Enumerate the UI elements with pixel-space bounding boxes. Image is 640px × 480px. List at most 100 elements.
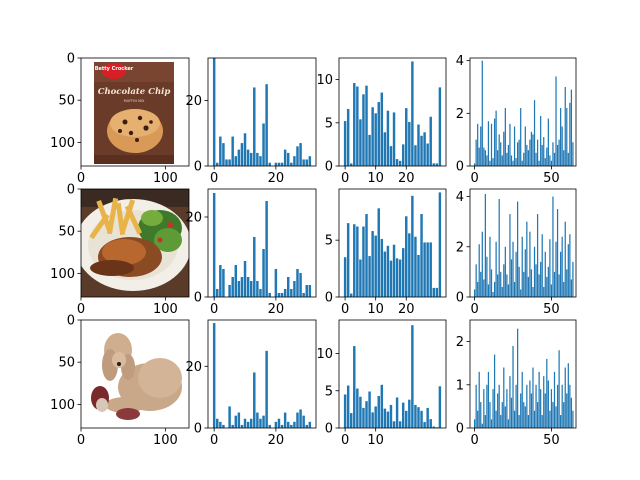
bar <box>533 246 536 297</box>
bar <box>417 124 420 166</box>
bar <box>305 159 308 166</box>
y-tick-label: 100 <box>50 398 75 413</box>
bar <box>529 139 531 166</box>
histogram-row-3-col-3: 0 10 0 5 10 <box>316 319 447 448</box>
bar <box>256 152 259 166</box>
histogram-row-2-col-4: 0 50 0 2 4 <box>456 188 577 317</box>
x-tick-label: 20 <box>398 171 415 186</box>
bar <box>259 418 262 428</box>
bar <box>553 271 556 297</box>
bar <box>512 345 514 428</box>
bar <box>350 413 353 428</box>
bar <box>527 415 529 428</box>
bar <box>237 281 241 297</box>
bar <box>371 412 374 428</box>
bar <box>547 118 549 166</box>
bar <box>283 289 287 297</box>
bar <box>411 325 414 428</box>
bar <box>563 281 565 297</box>
y-tick-label: 10 <box>316 73 333 88</box>
bar <box>438 386 442 428</box>
y-tick-label: 0 <box>67 52 75 67</box>
y-tick-label: 0 <box>456 291 464 306</box>
bar <box>566 269 568 297</box>
bar <box>498 199 500 297</box>
bar <box>246 149 250 166</box>
bar <box>228 159 231 166</box>
bar <box>513 281 516 297</box>
bar <box>561 126 563 166</box>
bar <box>283 412 287 428</box>
y-tick-label: 2 <box>456 335 464 350</box>
bar <box>389 260 393 297</box>
bar <box>524 406 526 428</box>
bar <box>290 424 293 428</box>
bar <box>420 410 423 428</box>
bar <box>212 58 216 166</box>
bar <box>493 354 496 428</box>
bar <box>426 242 429 297</box>
bar <box>222 424 225 428</box>
bar <box>572 410 574 428</box>
bar <box>526 384 528 428</box>
bar <box>495 110 497 166</box>
histogram-row-1-col-3: 0 10 20 0 5 10 <box>316 57 447 186</box>
bar <box>222 143 225 166</box>
y-tick-label: 0 <box>194 291 202 306</box>
bar <box>556 384 559 428</box>
bar <box>512 160 514 166</box>
y-tick-label: 100 <box>50 267 75 282</box>
bar <box>543 286 545 297</box>
bar <box>529 231 531 297</box>
bar <box>515 251 517 297</box>
image-axes-row-3: 0 100 0 50 100 <box>50 314 190 448</box>
bar <box>495 410 497 428</box>
bar <box>492 291 494 297</box>
bar <box>234 265 238 297</box>
axes-frame <box>469 57 577 167</box>
bar <box>265 84 268 166</box>
bar <box>405 410 408 428</box>
bar <box>529 380 531 428</box>
bar <box>550 389 553 428</box>
x-tick-label: 0 <box>341 171 349 186</box>
bar <box>481 231 483 297</box>
bar <box>429 419 432 428</box>
bar <box>520 289 522 297</box>
bar <box>473 289 476 297</box>
bar <box>283 149 287 166</box>
bar <box>544 158 546 166</box>
bar <box>540 261 542 297</box>
bar <box>253 237 256 297</box>
bar <box>560 108 562 166</box>
bar <box>526 221 528 297</box>
bar <box>506 152 508 166</box>
bar <box>417 254 420 297</box>
bar <box>268 293 271 297</box>
x-tick-label: 0 <box>77 171 85 186</box>
y-tick-label: 5 <box>325 384 333 399</box>
x-tick-label: 20 <box>398 302 415 317</box>
bar <box>365 214 368 297</box>
bar <box>353 224 356 297</box>
bar <box>395 258 399 297</box>
bar <box>521 160 523 166</box>
x-tick-label: 0 <box>470 171 478 186</box>
bar <box>473 419 476 428</box>
bar <box>346 223 350 297</box>
x-tick-label: 10 <box>367 302 384 317</box>
bar <box>343 257 347 297</box>
bar <box>243 261 247 297</box>
bar <box>262 415 265 428</box>
bar <box>411 195 414 297</box>
bar <box>520 393 522 428</box>
bar <box>359 259 362 297</box>
y-tick-label: 4 <box>456 190 464 205</box>
histogram-row-2-col-2: 0 20 0 20 <box>185 188 317 317</box>
y-tick-label: 0 <box>194 422 202 437</box>
bar <box>553 152 556 166</box>
bar <box>524 126 526 166</box>
x-tick-label: 0 <box>470 302 478 317</box>
bar <box>216 289 219 297</box>
